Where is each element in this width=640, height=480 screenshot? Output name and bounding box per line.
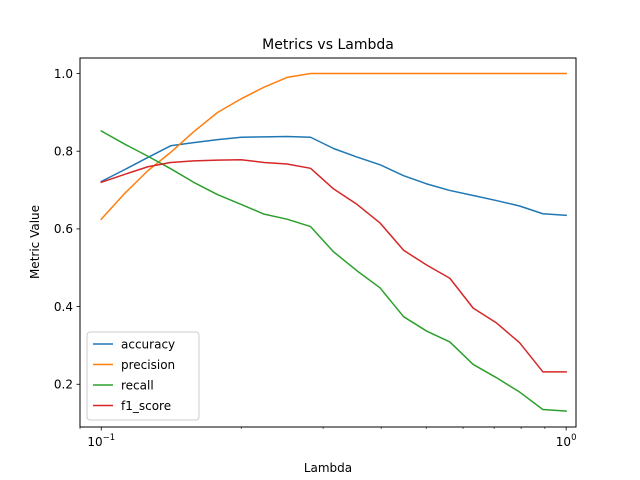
x-tick-exponent: −1 xyxy=(103,433,116,443)
series-line-recall xyxy=(100,129,567,412)
legend-label-accuracy: accuracy xyxy=(121,337,175,351)
legend-label-f1-score: f1_score xyxy=(121,399,171,413)
x-tick-base: 10 xyxy=(87,435,102,449)
series-layer xyxy=(100,72,567,412)
plot-frame xyxy=(79,57,577,428)
y-tick-label: 1.0 xyxy=(54,67,73,81)
x-tick-exponent: 0 xyxy=(571,433,576,443)
x-axis-title: Lambda xyxy=(304,461,352,475)
x-tick-label: 100 xyxy=(556,433,577,449)
x-tick-base: 10 xyxy=(556,435,571,449)
y-axis-title: Metric Value xyxy=(28,205,42,279)
y-tick-label: 0.2 xyxy=(54,378,73,392)
y-tick-label: 0.8 xyxy=(54,145,73,159)
x-tick-label: 10−1 xyxy=(87,433,115,449)
legend-box xyxy=(86,331,200,421)
y-tick-label: 0.4 xyxy=(54,300,73,314)
legend-label-recall: recall xyxy=(121,378,154,392)
series-line-f1-score xyxy=(100,159,567,373)
legend: accuracy precision recall f1_score xyxy=(86,331,200,421)
y-tick-label: 0.6 xyxy=(54,222,73,236)
legend-label-precision: precision xyxy=(121,358,175,372)
series-line-precision xyxy=(100,72,567,221)
chart-title: Metrics vs Lambda xyxy=(262,37,394,53)
ticks-layer: 0.20.40.60.81.010−1 100 xyxy=(54,67,577,449)
